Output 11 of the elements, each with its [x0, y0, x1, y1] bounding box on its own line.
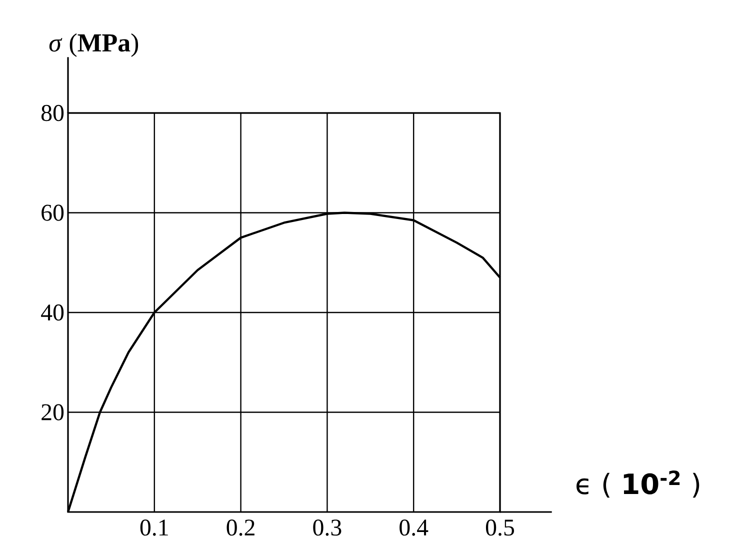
- x-tick-label: 0.3: [313, 520, 342, 536]
- x-tick-label: 0.1: [140, 520, 168, 536]
- text: ϵ ( 10$^{-2}$ ): [576, 470, 700, 498]
- x-tick-label: 0.5: [486, 520, 514, 536]
- y-tick-label: 60: [42, 204, 64, 221]
- x-tick-label: 0.2: [226, 520, 254, 536]
- y-tick-label: 20: [42, 404, 64, 420]
- x-tick-label: 0.4: [400, 520, 428, 536]
- y-axis-title: σ (MPa): [49, 33, 138, 57]
- y-tick-label: 80: [41, 104, 64, 122]
- y-tick-label: 40: [41, 304, 64, 321]
